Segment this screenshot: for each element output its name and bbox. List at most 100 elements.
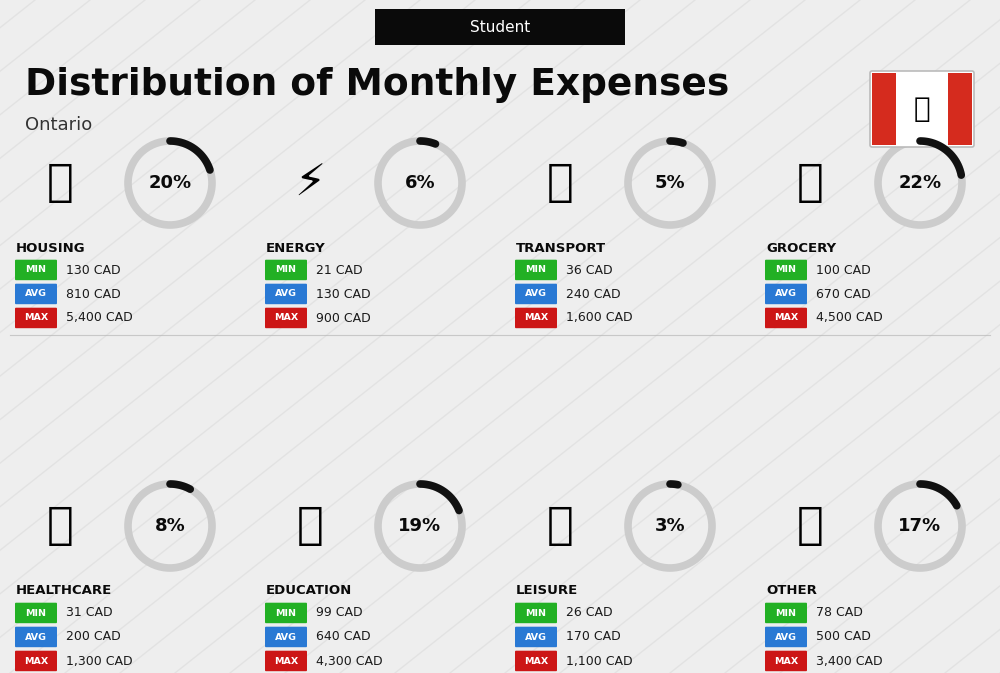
Text: 🏢: 🏢 [47,162,73,205]
FancyBboxPatch shape [765,627,807,647]
Text: 640 CAD: 640 CAD [316,631,371,643]
Text: 🍁: 🍁 [914,95,930,123]
Text: 4,500 CAD: 4,500 CAD [816,312,883,324]
Text: 19%: 19% [398,517,442,535]
Text: 🎓: 🎓 [297,505,323,548]
Text: AVG: AVG [525,633,547,641]
FancyBboxPatch shape [375,9,625,45]
FancyBboxPatch shape [765,651,807,671]
Text: MAX: MAX [24,314,48,322]
FancyBboxPatch shape [948,73,972,145]
Text: Distribution of Monthly Expenses: Distribution of Monthly Expenses [25,67,729,103]
Text: 1,300 CAD: 1,300 CAD [66,655,133,668]
Text: 4,300 CAD: 4,300 CAD [316,655,383,668]
FancyBboxPatch shape [515,651,557,671]
Text: 240 CAD: 240 CAD [566,287,621,301]
FancyBboxPatch shape [765,284,807,304]
Text: 900 CAD: 900 CAD [316,312,371,324]
FancyBboxPatch shape [870,71,974,147]
Text: MIN: MIN [526,266,546,275]
Text: 170 CAD: 170 CAD [566,631,621,643]
Text: MAX: MAX [274,656,298,666]
Text: 26 CAD: 26 CAD [566,606,613,620]
FancyBboxPatch shape [15,603,57,623]
Text: GROCERY: GROCERY [766,242,836,254]
Text: MIN: MIN [26,608,47,618]
Text: AVG: AVG [275,633,297,641]
Text: EDUCATION: EDUCATION [266,584,352,598]
Text: 22%: 22% [898,174,942,192]
Text: 3%: 3% [655,517,685,535]
Text: 670 CAD: 670 CAD [816,287,871,301]
Text: 💰: 💰 [797,505,823,548]
FancyBboxPatch shape [265,627,307,647]
Text: 1,600 CAD: 1,600 CAD [566,312,633,324]
Text: 🛍: 🛍 [547,505,573,548]
FancyBboxPatch shape [515,603,557,623]
Text: 3,400 CAD: 3,400 CAD [816,655,883,668]
Text: MAX: MAX [774,314,798,322]
FancyBboxPatch shape [515,284,557,304]
Text: MIN: MIN [276,266,297,275]
FancyBboxPatch shape [765,308,807,328]
Text: AVG: AVG [25,633,47,641]
FancyBboxPatch shape [265,308,307,328]
Text: OTHER: OTHER [766,584,817,598]
Text: TRANSPORT: TRANSPORT [516,242,606,254]
Text: MIN: MIN [776,608,796,618]
Text: MAX: MAX [524,314,548,322]
FancyBboxPatch shape [15,651,57,671]
Text: MIN: MIN [776,266,796,275]
Text: 130 CAD: 130 CAD [66,264,121,277]
FancyBboxPatch shape [265,603,307,623]
FancyBboxPatch shape [515,260,557,280]
Text: 36 CAD: 36 CAD [566,264,613,277]
Text: 1,100 CAD: 1,100 CAD [566,655,633,668]
Text: 🛒: 🛒 [797,162,823,205]
Text: 130 CAD: 130 CAD [316,287,371,301]
FancyBboxPatch shape [15,260,57,280]
Text: MAX: MAX [24,656,48,666]
Text: AVG: AVG [275,289,297,299]
Text: HEALTHCARE: HEALTHCARE [16,584,112,598]
Text: AVG: AVG [775,289,797,299]
Text: ⚡: ⚡ [294,162,326,205]
FancyBboxPatch shape [15,627,57,647]
Text: 17%: 17% [898,517,942,535]
Text: MAX: MAX [774,656,798,666]
FancyBboxPatch shape [515,627,557,647]
Text: 31 CAD: 31 CAD [66,606,113,620]
Text: 200 CAD: 200 CAD [66,631,121,643]
Text: AVG: AVG [775,633,797,641]
Text: 78 CAD: 78 CAD [816,606,863,620]
FancyBboxPatch shape [765,260,807,280]
Text: MAX: MAX [524,656,548,666]
Text: 500 CAD: 500 CAD [816,631,871,643]
Text: 20%: 20% [148,174,192,192]
Text: MIN: MIN [276,608,297,618]
Text: AVG: AVG [525,289,547,299]
Text: 21 CAD: 21 CAD [316,264,363,277]
FancyBboxPatch shape [872,73,896,145]
Text: MIN: MIN [26,266,47,275]
FancyBboxPatch shape [515,308,557,328]
Text: 99 CAD: 99 CAD [316,606,363,620]
Text: ENERGY: ENERGY [266,242,326,254]
Text: 810 CAD: 810 CAD [66,287,121,301]
Text: 🚌: 🚌 [547,162,573,205]
FancyBboxPatch shape [265,284,307,304]
FancyBboxPatch shape [15,284,57,304]
Text: Ontario: Ontario [25,116,92,134]
Text: Student: Student [470,20,530,34]
Text: HOUSING: HOUSING [16,242,86,254]
Text: 5,400 CAD: 5,400 CAD [66,312,133,324]
Text: LEISURE: LEISURE [516,584,578,598]
FancyBboxPatch shape [15,308,57,328]
Text: AVG: AVG [25,289,47,299]
Text: 5%: 5% [655,174,685,192]
Text: MAX: MAX [274,314,298,322]
Text: MIN: MIN [526,608,546,618]
FancyBboxPatch shape [265,260,307,280]
Text: 💓: 💓 [47,505,73,548]
FancyBboxPatch shape [765,603,807,623]
